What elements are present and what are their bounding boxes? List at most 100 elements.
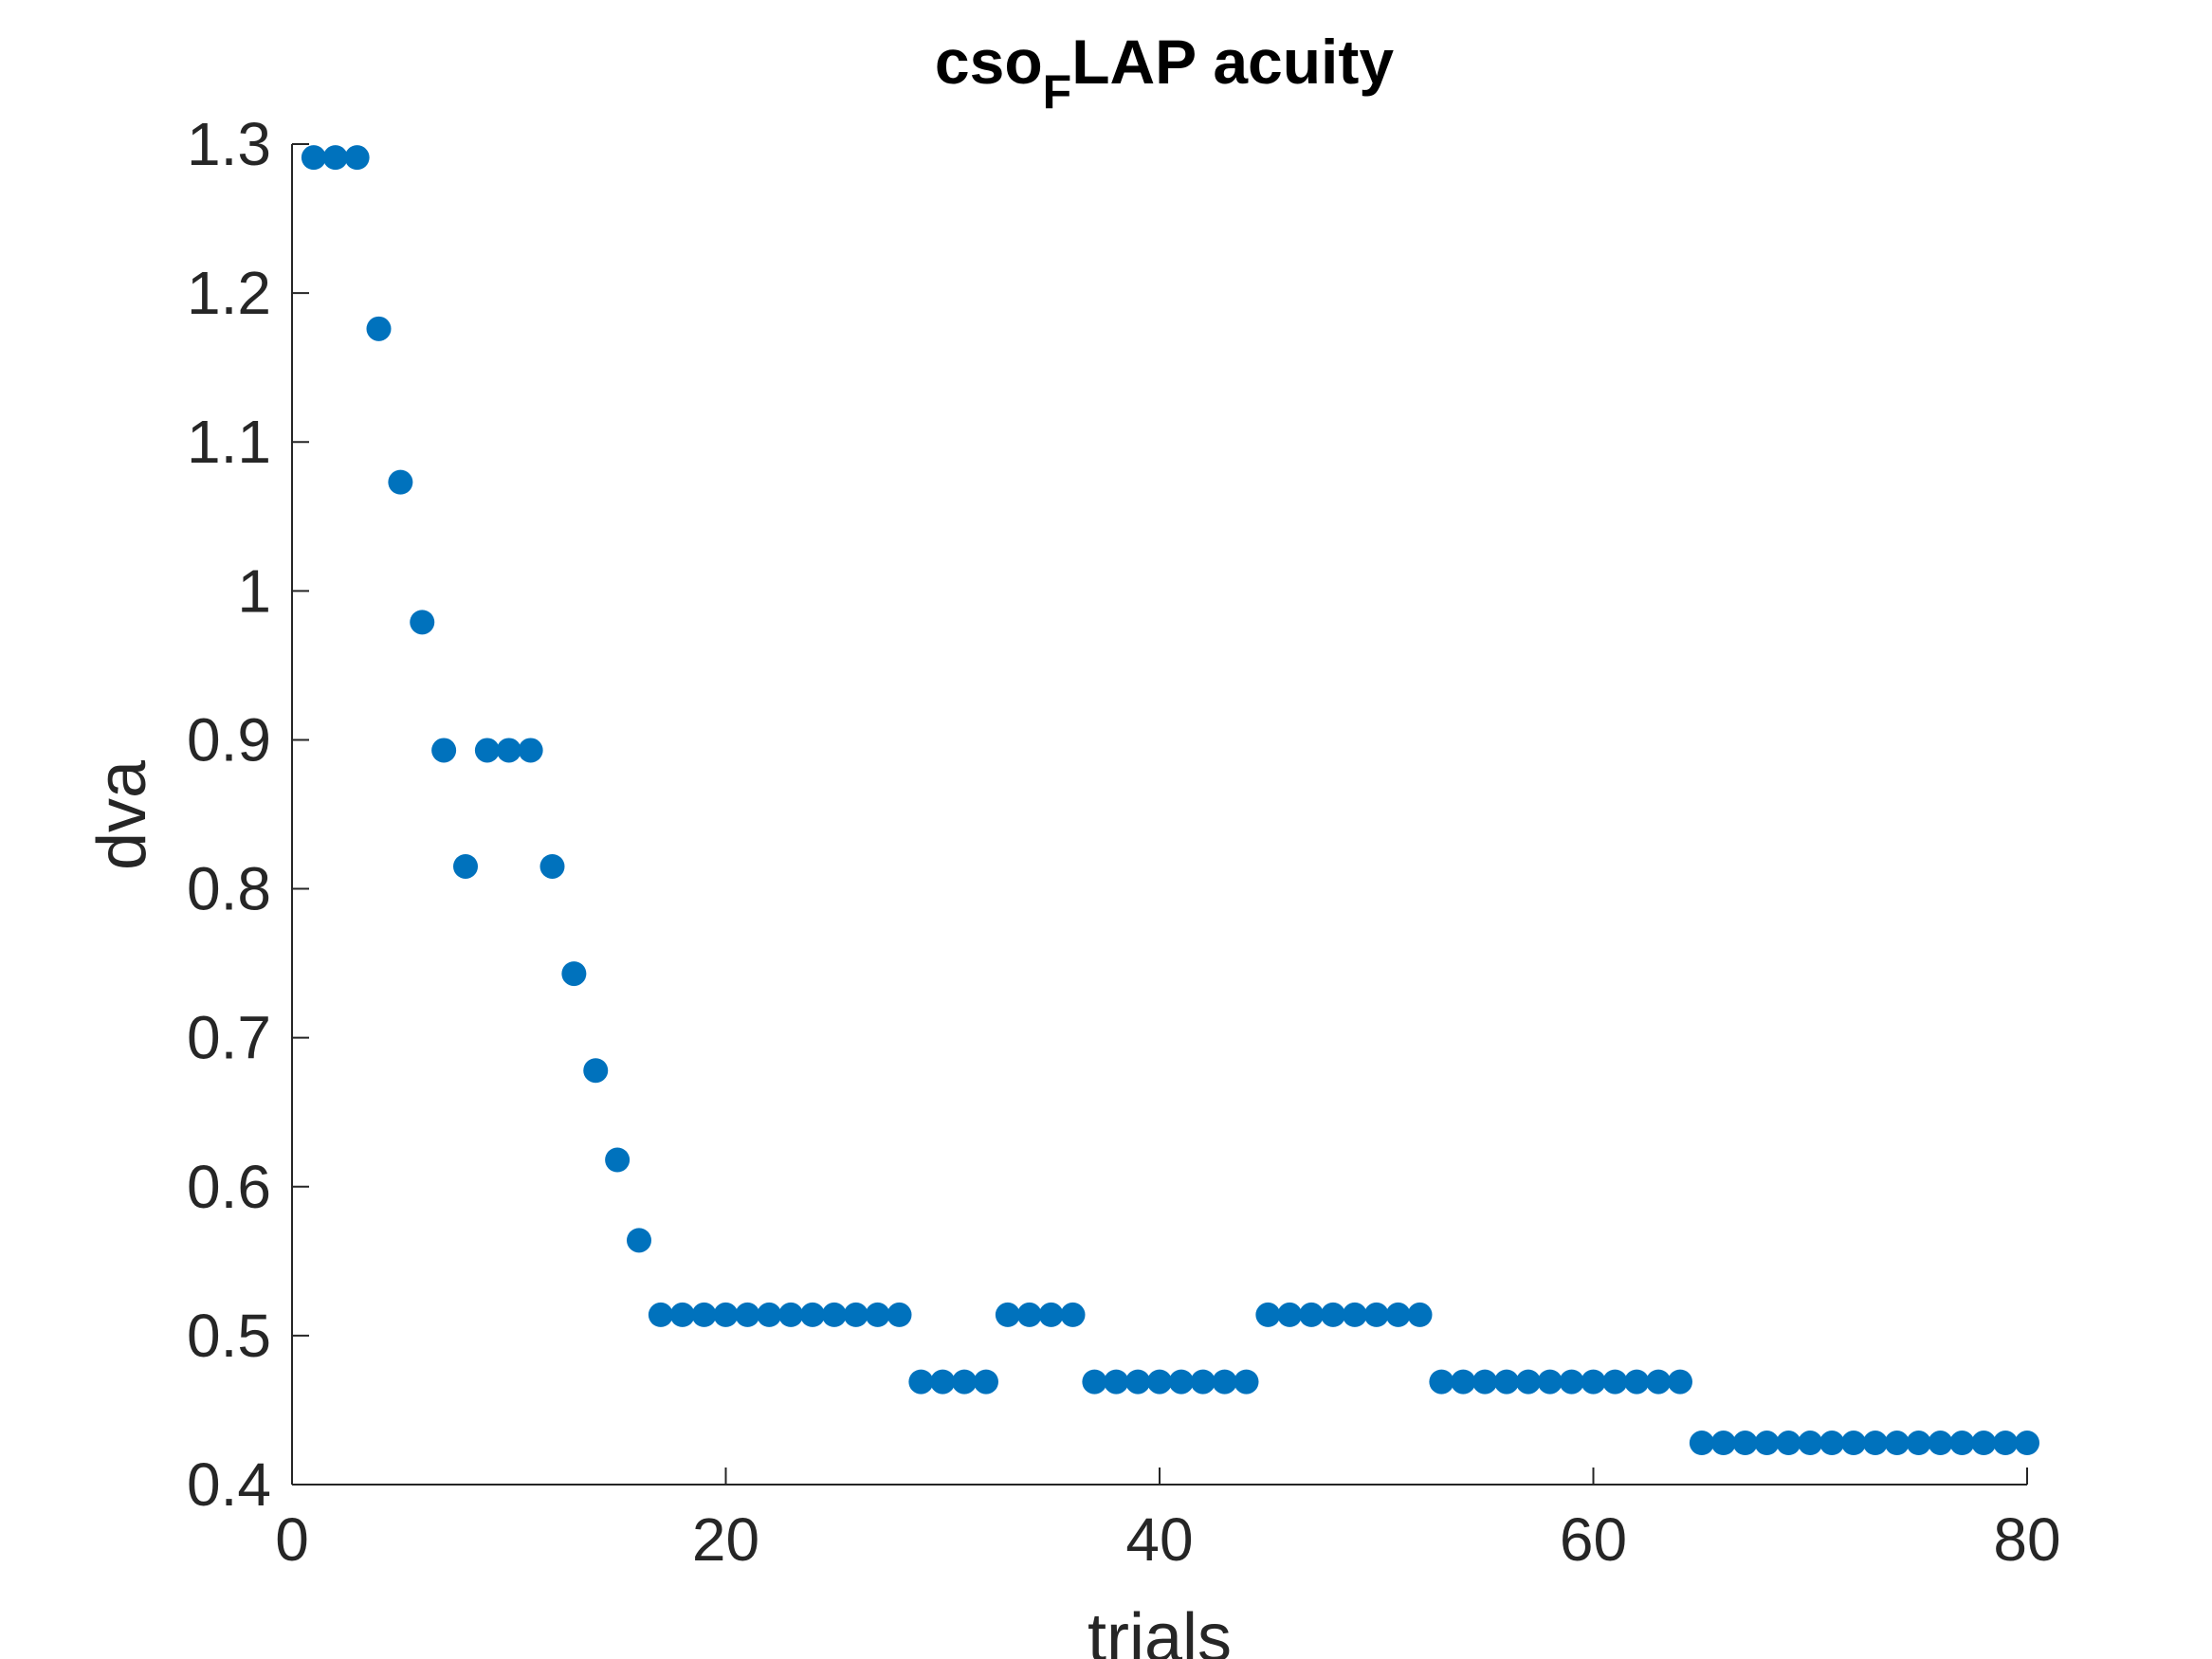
y-tick-label: 0.7 bbox=[187, 1004, 271, 1072]
data-point bbox=[344, 145, 370, 171]
y-tick-label: 1.1 bbox=[187, 408, 271, 476]
data-point bbox=[1494, 1369, 1519, 1395]
chart-title-subscript: F bbox=[1043, 65, 1072, 118]
data-point bbox=[800, 1302, 825, 1327]
data-point bbox=[1624, 1369, 1650, 1395]
x-tick-label: 40 bbox=[1125, 1505, 1193, 1574]
data-point bbox=[1429, 1369, 1454, 1395]
y-tick-label: 0.5 bbox=[187, 1302, 271, 1370]
data-point bbox=[1407, 1302, 1433, 1327]
data-point bbox=[1038, 1302, 1064, 1327]
data-point bbox=[1754, 1431, 1780, 1456]
data-point bbox=[539, 853, 565, 879]
data-point bbox=[713, 1302, 739, 1327]
data-point bbox=[431, 738, 457, 763]
data-markers bbox=[301, 145, 2039, 1456]
data-point bbox=[1060, 1302, 1086, 1327]
data-point bbox=[974, 1369, 998, 1395]
data-point bbox=[605, 1147, 631, 1173]
data-point bbox=[322, 145, 348, 171]
data-point bbox=[561, 961, 587, 987]
y-ticks: 0.4 0.5 0.6 0.7 0.8 0.9 1 1.1 1.2 1.3 bbox=[187, 110, 309, 1519]
y-tick-label: 0.6 bbox=[187, 1153, 271, 1221]
data-point bbox=[1928, 1431, 1953, 1456]
data-point bbox=[908, 1369, 934, 1395]
data-point bbox=[887, 1302, 912, 1327]
data-point bbox=[1104, 1369, 1129, 1395]
data-point bbox=[1277, 1302, 1303, 1327]
data-point bbox=[366, 316, 392, 341]
data-point bbox=[1515, 1369, 1541, 1395]
data-point bbox=[518, 738, 543, 763]
data-point bbox=[1581, 1369, 1606, 1395]
data-point bbox=[1212, 1369, 1237, 1395]
y-tick-label: 0.9 bbox=[187, 705, 271, 774]
data-point bbox=[821, 1302, 847, 1327]
data-point bbox=[1776, 1431, 1801, 1456]
y-tick-label: 1.2 bbox=[187, 259, 271, 327]
x-tick-label: 0 bbox=[275, 1505, 309, 1574]
data-point bbox=[843, 1302, 868, 1327]
x-tick-label: 60 bbox=[1560, 1505, 1627, 1574]
data-point bbox=[1602, 1369, 1628, 1395]
data-point bbox=[648, 1302, 673, 1327]
data-point bbox=[735, 1302, 760, 1327]
data-point bbox=[1168, 1369, 1194, 1395]
data-point bbox=[1993, 1431, 2019, 1456]
y-tick-label: 0.4 bbox=[187, 1450, 271, 1519]
data-point bbox=[1906, 1431, 1931, 1456]
chart-title-rest: LAP acuity bbox=[1071, 27, 1394, 97]
data-point bbox=[301, 145, 326, 171]
y-axis-label: dva bbox=[84, 759, 160, 870]
y-tick-label: 0.8 bbox=[187, 855, 271, 923]
y-tick-label: 1 bbox=[237, 556, 271, 625]
data-point bbox=[496, 738, 521, 763]
data-point bbox=[1125, 1369, 1151, 1395]
data-point bbox=[1668, 1369, 1692, 1395]
data-point bbox=[1255, 1302, 1281, 1327]
data-point bbox=[952, 1369, 978, 1395]
data-point bbox=[1862, 1431, 1888, 1456]
data-point bbox=[583, 1058, 609, 1084]
data-point bbox=[2015, 1431, 2039, 1456]
data-point bbox=[388, 469, 413, 495]
data-point bbox=[1884, 1431, 1910, 1456]
data-point bbox=[1710, 1431, 1736, 1456]
data-point bbox=[691, 1302, 717, 1327]
data-point bbox=[1798, 1431, 1823, 1456]
y-tick-label: 1.3 bbox=[187, 110, 271, 178]
x-tick-label: 80 bbox=[1993, 1505, 2060, 1574]
data-point bbox=[1299, 1302, 1325, 1327]
data-point bbox=[865, 1302, 890, 1327]
data-point bbox=[1472, 1369, 1498, 1395]
data-point bbox=[757, 1302, 782, 1327]
data-point bbox=[1016, 1302, 1042, 1327]
data-point bbox=[778, 1302, 804, 1327]
data-point bbox=[474, 738, 500, 763]
data-point bbox=[410, 610, 435, 635]
data-point bbox=[1234, 1369, 1259, 1395]
data-point bbox=[1342, 1302, 1367, 1327]
plot-area: 0.4 0.5 0.6 0.7 0.8 0.9 1 1.1 1.2 1.3 0 20 40 60 80 bbox=[187, 110, 2061, 1574]
data-point bbox=[1321, 1302, 1345, 1327]
data-point bbox=[453, 853, 478, 879]
data-point bbox=[995, 1302, 1020, 1327]
data-point bbox=[1385, 1302, 1411, 1327]
data-point bbox=[1971, 1431, 1997, 1456]
data-point bbox=[627, 1228, 651, 1253]
data-point bbox=[1559, 1369, 1584, 1395]
data-point bbox=[930, 1369, 956, 1395]
data-point bbox=[1841, 1431, 1866, 1456]
data-point bbox=[1732, 1431, 1758, 1456]
x-ticks: 0 20 40 60 80 bbox=[275, 1468, 2061, 1574]
data-point bbox=[1190, 1369, 1216, 1395]
data-point bbox=[1147, 1369, 1172, 1395]
data-point bbox=[1363, 1302, 1389, 1327]
data-point bbox=[1689, 1431, 1714, 1456]
data-point bbox=[1082, 1369, 1107, 1395]
data-point bbox=[1537, 1369, 1563, 1395]
chart-title-main: cso bbox=[935, 27, 1043, 97]
data-point bbox=[1819, 1431, 1845, 1456]
